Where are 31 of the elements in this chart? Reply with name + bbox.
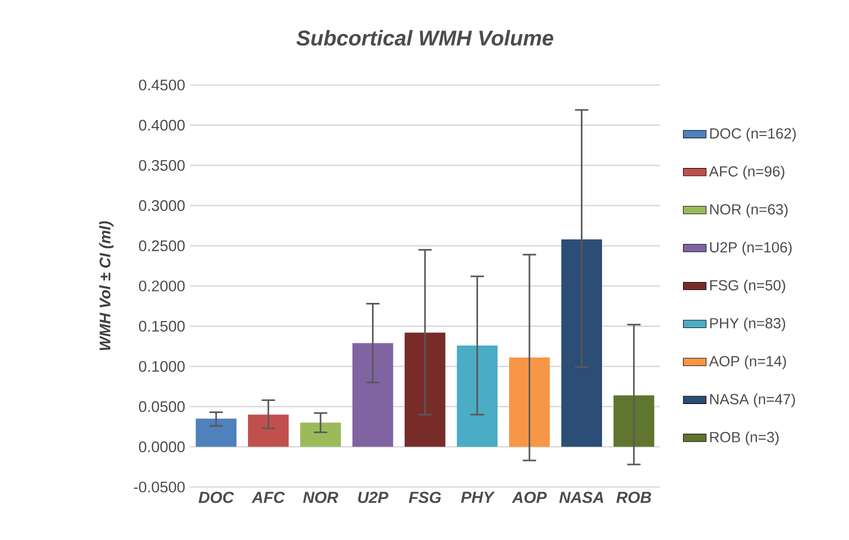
x-tick-label: PHY xyxy=(461,492,495,503)
y-tick-label: 0.3500 xyxy=(139,160,185,171)
y-axis-title: WMH Vol ± CI (ml) xyxy=(99,221,114,350)
x-tick-label: ROB xyxy=(616,492,652,504)
x-tick-label: FSG xyxy=(408,492,441,504)
y-tick-label: 0.1500 xyxy=(139,320,185,332)
y-tick-label: 0.4000 xyxy=(139,120,185,131)
x-tick-label: NASA xyxy=(559,492,604,504)
legend-label: NOR (n=63) xyxy=(710,204,788,218)
legend-label: AFC (n=96) xyxy=(709,166,784,180)
legend-label: U2P (n=106) xyxy=(710,242,792,256)
x-tick-label: NOR xyxy=(303,492,338,504)
legend-label: DOC (n=162) xyxy=(710,128,796,142)
x-tick-label: AFC xyxy=(252,492,285,504)
x-tick-label: AOP xyxy=(512,492,547,504)
y-tick-label: 0.4500 xyxy=(139,80,185,90)
x-tick-label: DOC xyxy=(198,492,234,504)
y-tick-label: 0.0000 xyxy=(139,441,185,452)
y-tick-label: 0.3000 xyxy=(139,200,185,212)
legend-label: AOP (n=14) xyxy=(709,356,786,370)
chart-title: Subcortical WMH Volume xyxy=(296,30,554,46)
y-tick-label: 0.2000 xyxy=(139,280,185,292)
legend-label: PHY (n=83) xyxy=(710,318,786,332)
y-tick-label: 0.0500 xyxy=(139,401,185,412)
legend-label: FSG (n=50) xyxy=(710,280,786,294)
y-tick-label: 0.2500 xyxy=(139,240,185,252)
y-tick-label: -0.0500 xyxy=(134,482,185,492)
y-tick-label: 0.1000 xyxy=(139,360,185,372)
legend-label: NASA (n=47) xyxy=(710,394,795,408)
x-tick-label: U2P xyxy=(358,492,388,504)
legend-label: ROB (n=3) xyxy=(710,432,779,446)
